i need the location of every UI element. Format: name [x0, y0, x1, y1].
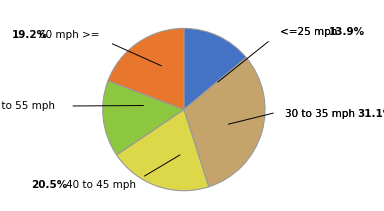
Text: 50 to 55 mph: 50 to 55 mph	[0, 100, 58, 111]
Text: 31.1%: 31.1%	[357, 109, 384, 119]
Text: <=25 mph: <=25 mph	[280, 27, 340, 38]
Wedge shape	[103, 81, 184, 155]
Wedge shape	[184, 57, 265, 187]
Wedge shape	[184, 28, 246, 110]
Wedge shape	[117, 110, 209, 191]
Wedge shape	[108, 28, 184, 110]
Text: 30 to 35 mph: 30 to 35 mph	[285, 109, 359, 119]
Text: 30 to 35 mph: 30 to 35 mph	[285, 109, 359, 119]
Text: 60 mph >=: 60 mph >=	[39, 30, 103, 40]
Text: 20.5%: 20.5%	[31, 180, 68, 190]
Text: <=25 mph: <=25 mph	[280, 27, 340, 38]
Text: 19.2%: 19.2%	[12, 30, 48, 40]
Text: 13.9%: 13.9%	[329, 27, 366, 38]
Text: 40 to 45 mph: 40 to 45 mph	[66, 180, 139, 190]
